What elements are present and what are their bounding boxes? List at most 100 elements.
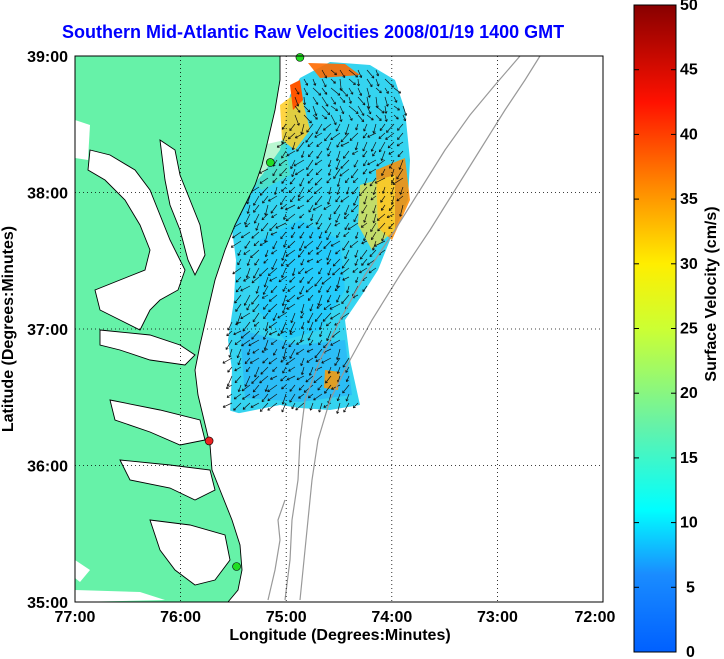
velocity-arrow [289, 321, 296, 333]
velocity-arrow [361, 240, 368, 245]
velocity-arrow [268, 321, 278, 329]
velocity-arrow [323, 240, 332, 249]
velocity-arrow [264, 321, 269, 332]
y-axis: 39:00 38:00 37:00 36:00 35:00 Latitude (… [0, 49, 68, 612]
velocity-arrow [388, 204, 395, 211]
velocity-arrow [251, 231, 260, 239]
velocity-arrow [335, 249, 341, 255]
velocity-arrow [305, 132, 314, 143]
velocity-arrow [332, 267, 341, 276]
velocity-arrow [251, 330, 260, 340]
velocity-arrow [330, 312, 341, 320]
velocity-arrow [330, 114, 337, 126]
velocity-arrow [299, 213, 305, 219]
velocity-arrow [261, 294, 269, 299]
velocity-arrow [270, 231, 278, 236]
velocity-arrow [326, 258, 332, 265]
velocity-arrow [348, 96, 352, 104]
velocity-arrow [343, 402, 350, 413]
velocity-arrow [281, 123, 287, 130]
velocity-arrow [324, 132, 332, 142]
velocity-arrow [244, 213, 251, 225]
velocity-arrow [306, 159, 314, 171]
velocity-arrow [325, 375, 332, 384]
velocity-arrow [316, 303, 323, 309]
velocity-arrow [249, 357, 260, 364]
velocity-arrow [255, 222, 260, 231]
velocity-arrow [354, 249, 359, 258]
x-tick-label: 73:00 [477, 609, 518, 626]
velocity-arrow [339, 105, 345, 115]
velocity-arrow [366, 114, 374, 121]
velocity-arrow [375, 69, 380, 77]
x-tick-label: 76:00 [160, 609, 201, 626]
velocity-arrow [264, 249, 269, 258]
velocity-arrow [349, 240, 359, 248]
velocity-arrow [308, 366, 314, 376]
velocity-arrow [289, 276, 296, 283]
velocity-arrow [298, 267, 305, 275]
velocity-arrow [357, 87, 363, 96]
velocity-arrow [303, 384, 314, 393]
velocity-arrow [345, 393, 350, 402]
velocity-arrow [234, 375, 242, 384]
velocity-arrow [323, 402, 332, 408]
velocity-arrow [306, 123, 314, 133]
velocity-arrow [261, 393, 269, 403]
velocity-arrow [288, 366, 296, 372]
velocity-arrow [366, 78, 373, 88]
velocity-arrow [317, 222, 323, 230]
velocity-arrow [363, 213, 368, 223]
velocity-arrow [386, 123, 395, 133]
colorbar-tick-label: 15 [680, 450, 698, 467]
velocity-arrow [303, 240, 314, 249]
velocity-arrow [344, 204, 350, 216]
velocity-arrow [345, 186, 350, 195]
velocity-arrow [306, 357, 314, 363]
velocity-arrow [244, 375, 251, 387]
velocity-arrow [281, 267, 287, 278]
velocity-arrow [270, 204, 278, 214]
velocity-arrow [340, 132, 350, 143]
velocity-arrow [237, 357, 242, 366]
velocity-arrow [388, 150, 395, 155]
velocity-arrow [353, 195, 359, 206]
velocity-arrow [254, 366, 260, 378]
velocity-arrow [309, 339, 314, 346]
velocity-arrow [359, 249, 368, 260]
velocity-arrow [307, 312, 314, 324]
velocity-arrow [348, 78, 356, 86]
velocity-arrow [253, 240, 260, 247]
velocity-arrow [347, 222, 359, 230]
velocity-arrow [318, 285, 323, 294]
velocity-arrow [269, 276, 278, 282]
velocity-arrow [306, 348, 314, 353]
velocity-arrow [235, 285, 242, 293]
velocity-arrow [263, 330, 269, 340]
velocity-arrow [297, 195, 305, 201]
velocity-arrow [336, 141, 341, 148]
velocity-arrow [351, 186, 359, 195]
velocity-arrow [264, 231, 269, 243]
velocity-arrow [336, 150, 341, 162]
velocity-arrow [355, 276, 359, 283]
colorbar-scale [633, 4, 677, 653]
velocity-arrow [351, 204, 359, 213]
velocity-arrow [326, 231, 332, 241]
velocity-arrow [303, 87, 309, 96]
velocity-arrow [396, 141, 404, 147]
velocity-arrow [244, 240, 251, 249]
velocity-arrow [267, 402, 278, 411]
velocity-arrow [268, 195, 278, 202]
velocity-arrow [261, 213, 269, 221]
velocity-arrow [330, 69, 337, 76]
velocity-arrow [281, 150, 287, 159]
velocity-arrow [250, 249, 260, 259]
velocity-arrow [388, 222, 395, 230]
velocity-arrow [259, 186, 269, 196]
velocity-arrow [267, 393, 278, 402]
velocity-arrow [327, 168, 332, 176]
velocity-arrow [305, 375, 314, 383]
velocity-arrow [253, 195, 260, 206]
